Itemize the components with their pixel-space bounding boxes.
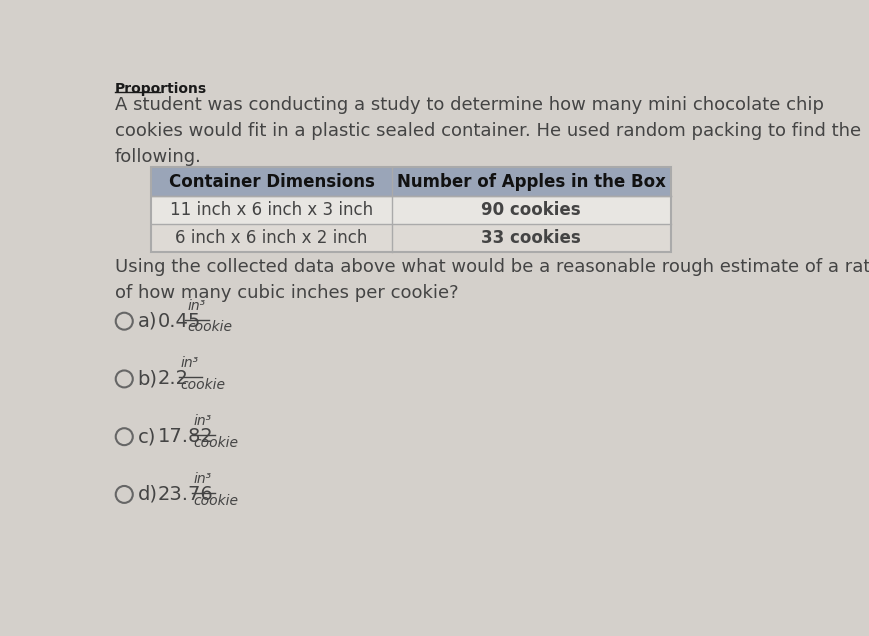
Text: in³: in³ <box>187 299 205 313</box>
Text: Proportions: Proportions <box>115 83 207 97</box>
Text: c): c) <box>137 427 156 446</box>
Bar <box>151 167 670 252</box>
Text: A student was conducting a study to determine how many mini chocolate chip
cooki: A student was conducting a study to dete… <box>115 96 860 166</box>
Text: cookie: cookie <box>187 321 232 335</box>
Text: d): d) <box>137 485 157 504</box>
Text: cookie: cookie <box>194 494 238 508</box>
Text: in³: in³ <box>194 472 212 486</box>
Text: a): a) <box>137 312 156 331</box>
Text: 0.45: 0.45 <box>157 312 201 331</box>
Text: Using the collected data above what would be a reasonable rough estimate of a ra: Using the collected data above what woul… <box>115 258 869 301</box>
Text: cookie: cookie <box>194 436 238 450</box>
Text: in³: in³ <box>194 414 212 428</box>
Text: 2.2: 2.2 <box>157 370 189 389</box>
Text: 17.82: 17.82 <box>157 427 213 446</box>
Bar <box>151 197 670 224</box>
Text: Container Dimensions: Container Dimensions <box>169 173 374 191</box>
Text: b): b) <box>137 370 157 389</box>
Text: 11 inch x 6 inch x 3 inch: 11 inch x 6 inch x 3 inch <box>169 202 373 219</box>
Text: 90 cookies: 90 cookies <box>481 202 580 219</box>
Text: cookie: cookie <box>180 378 225 392</box>
Text: 6 inch x 6 inch x 2 inch: 6 inch x 6 inch x 2 inch <box>176 229 368 247</box>
Text: 23.76: 23.76 <box>157 485 213 504</box>
Text: 33 cookies: 33 cookies <box>481 229 580 247</box>
Text: Number of Apples in the Box: Number of Apples in the Box <box>396 173 665 191</box>
Bar <box>151 167 670 197</box>
Text: in³: in³ <box>180 356 198 370</box>
Bar <box>151 224 670 252</box>
